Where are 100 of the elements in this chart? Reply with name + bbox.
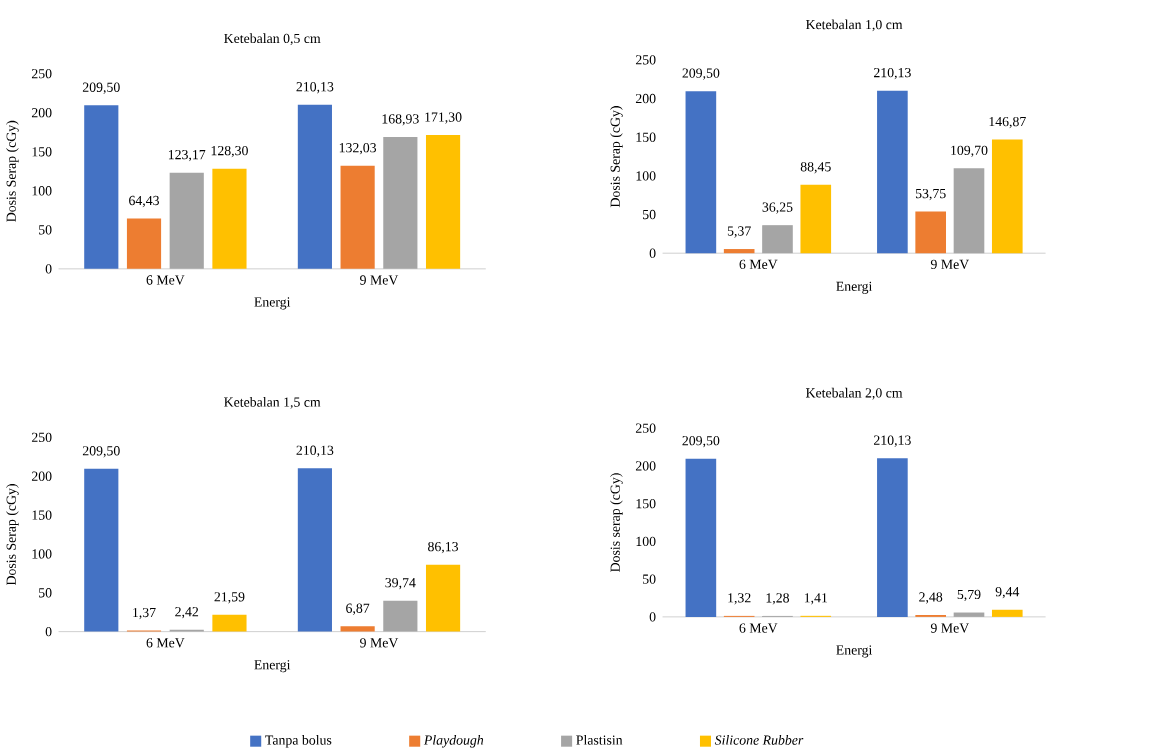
y-tick-label: 0	[45, 264, 52, 274]
bar	[953, 168, 985, 254]
data-label: 209,50	[82, 82, 120, 95]
data-label: 36,25	[762, 202, 793, 214]
y-tick-label: 200	[635, 461, 656, 471]
data-label: 209,50	[682, 68, 720, 80]
y-tick-label: 200	[31, 471, 52, 482]
data-label: 53,75	[915, 189, 946, 201]
x-tick-label: 6 MeV	[739, 259, 778, 270]
y-tick-label: 100	[32, 186, 52, 196]
data-label: 2,48	[919, 592, 943, 604]
chart-title: Ketebalan 0,5 cm	[224, 33, 321, 46]
x-tick-label: 6 MeV	[146, 275, 185, 285]
bar	[425, 564, 461, 632]
data-label: 1,41	[804, 593, 828, 605]
bar	[991, 609, 1023, 618]
x-tick-label: 9 MeV	[930, 259, 970, 270]
data-label: 210,13	[873, 435, 911, 447]
y-tick-label: 0	[649, 248, 656, 258]
bar	[84, 468, 119, 632]
y-tick-label: 150	[32, 147, 52, 157]
y-tick-label: 50	[39, 225, 52, 235]
data-label: 64,43	[129, 196, 159, 208]
data-label: 168,93	[382, 114, 419, 126]
chart-title: Ketebalan 2,0 cm	[805, 387, 903, 400]
y-tick-label: 200	[635, 93, 656, 104]
data-label: 128,30	[211, 146, 248, 158]
bar	[800, 184, 832, 254]
bar	[169, 172, 204, 269]
bar	[762, 225, 793, 254]
data-label: 5,79	[957, 589, 981, 602]
x-tick-label: 9 MeV	[360, 638, 399, 648]
data-label: 209,50	[82, 446, 120, 458]
data-label: 146,87	[989, 117, 1026, 129]
data-label: 123,17	[168, 150, 206, 162]
x-axis-title: Energi	[836, 645, 873, 658]
y-tick-label: 100	[32, 549, 52, 559]
y-tick-label: 150	[636, 132, 656, 142]
bar	[953, 612, 985, 618]
x-axis-title: Energi	[836, 281, 873, 294]
data-label: 6,87	[346, 603, 370, 616]
legend-label: Tanpa bolus	[265, 735, 332, 748]
y-axis-title: Dosis Serap (cGy)	[6, 121, 19, 222]
y-tick-label: 50	[39, 588, 52, 598]
bar	[383, 600, 418, 632]
y-tick-label: 50	[643, 210, 656, 220]
y-axis-title: Dosis serap (cGy)	[610, 473, 623, 573]
bar	[84, 105, 119, 269]
bar	[685, 91, 717, 254]
y-tick-label: 250	[31, 69, 52, 79]
y-tick-label: 250	[31, 432, 52, 443]
y-tick-label: 0	[649, 612, 656, 622]
data-label: 9,44	[995, 587, 1020, 599]
y-axis-title: Dosis Serap (cGy)	[610, 106, 623, 208]
y-tick-label: 150	[32, 510, 52, 520]
chart-title: Ketebalan 1,0 cm	[805, 19, 903, 32]
data-label: 171,30	[425, 112, 462, 124]
x-tick-label: 6 MeV	[739, 623, 778, 633]
bar	[212, 614, 247, 632]
data-label: 209,50	[682, 436, 720, 448]
legend-label: Plastisin	[576, 735, 623, 745]
data-label: 2,42	[175, 607, 199, 619]
y-tick-label: 100	[636, 171, 656, 181]
data-label: 1,32	[728, 593, 751, 605]
y-tick-label: 250	[635, 423, 656, 433]
data-label: 132,03	[339, 143, 377, 155]
bar	[723, 249, 755, 254]
y-axis-title: Dosis Serap (cGy)	[6, 484, 19, 586]
data-label: 88,45	[800, 162, 831, 174]
y-tick-label: 150	[636, 499, 656, 509]
bar	[340, 165, 375, 269]
x-tick-label: 9 MeV	[930, 623, 970, 633]
bar	[877, 458, 908, 618]
data-label: 1,37	[133, 608, 156, 620]
bar	[383, 137, 418, 269]
x-axis-title: Energi	[254, 297, 291, 310]
data-label: 210,13	[874, 68, 911, 80]
bar	[126, 218, 162, 269]
legend-label: Playdough	[423, 735, 484, 748]
y-tick-label: 250	[635, 55, 656, 65]
data-label: 210,13	[296, 82, 334, 94]
data-label: 109,70	[951, 145, 988, 158]
bar	[991, 139, 1023, 254]
chart-title: Ketebalan 1,5 cm	[224, 397, 321, 409]
bar	[297, 468, 332, 632]
bar	[340, 626, 375, 632]
bar	[915, 211, 947, 254]
bar	[212, 168, 247, 269]
data-label: 1,28	[766, 593, 790, 605]
data-label: 210,13	[296, 445, 334, 458]
y-tick-label: 100	[636, 536, 656, 547]
bar	[425, 135, 461, 269]
y-tick-label: 50	[643, 574, 656, 584]
data-label: 39,74	[385, 578, 416, 590]
bar	[877, 90, 908, 254]
bar	[685, 458, 717, 618]
data-label: 86,13	[428, 542, 459, 554]
data-label: 5,37	[727, 226, 751, 238]
y-tick-label: 0	[45, 627, 52, 637]
bar	[297, 104, 332, 269]
